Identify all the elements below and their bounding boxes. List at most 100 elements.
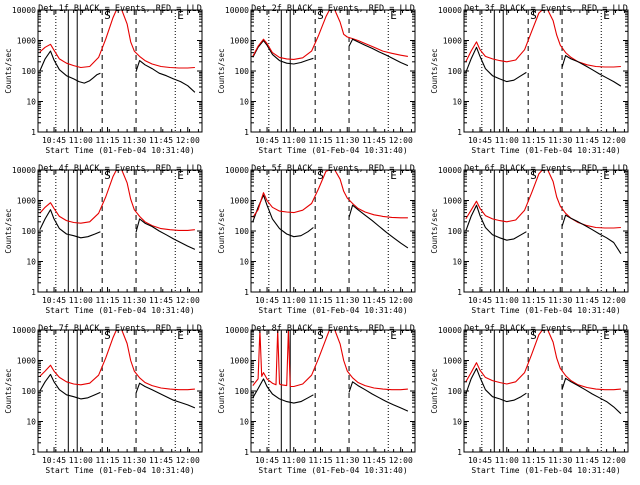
- x-tick-label: 11:45: [149, 296, 173, 305]
- lld-series-line: [465, 330, 621, 391]
- x-tick-label: 11:15: [308, 136, 332, 145]
- x-axis-label: Start Time (01-Feb-04 10:31:40): [258, 466, 407, 475]
- y-tick-label: 100: [448, 387, 463, 396]
- y-tick-label: 10: [26, 258, 36, 267]
- lld-series-line: [39, 170, 195, 231]
- x-tick-label: 11:15: [308, 456, 332, 465]
- chart-title: Det 6f BLACK = Events, RED = LLD: [464, 164, 628, 174]
- y-tick-label: 1000: [230, 37, 249, 46]
- events-series-line: [135, 218, 196, 250]
- plot-frame: [37, 9, 203, 133]
- y-tick-label: 1: [31, 288, 36, 297]
- y-tick-label: 1: [31, 128, 36, 137]
- series-group: [39, 170, 196, 250]
- x-tick-label: 11:00: [282, 456, 306, 465]
- lld-series-line: [252, 330, 408, 391]
- y-tick-label: 100: [448, 67, 463, 76]
- chart-panel: S E 1 10 100 1000 10000 10:45 11:00 11:15 11:30 11:…: [217, 4, 416, 155]
- x-tick-label: 10:45: [468, 296, 492, 305]
- x-tick-label: 11:00: [282, 136, 306, 145]
- x-tick-label: 12:00: [176, 136, 200, 145]
- chart-panel: S E 1 10 100 1000 10000 10:45 11:00 11:15 11:30 11:…: [430, 4, 629, 155]
- x-axis-label: Start Time (01-Feb-04 10:31:40): [45, 306, 194, 315]
- events-series-line: [465, 367, 527, 403]
- x-tick-label: 11:15: [521, 456, 545, 465]
- events-series-line: [135, 382, 196, 409]
- x-tick-label: 10:45: [255, 136, 279, 145]
- events-series-line: [39, 209, 101, 239]
- x-axis-label: Start Time (01-Feb-04 10:31:40): [258, 306, 407, 315]
- x-tick-label: 11:15: [95, 136, 119, 145]
- y-tick-label: 1: [244, 288, 249, 297]
- x-tick-label: 12:00: [389, 136, 413, 145]
- y-tick-label: 1000: [443, 37, 462, 46]
- chart-title: Det 8f BLACK = Events, RED = LLD: [251, 324, 415, 334]
- y-tick-label: 10000: [12, 166, 36, 175]
- chart-panel: S E 1 10 100 1000 10000 10:45 11:00 11:15 11:30 11:…: [4, 4, 203, 155]
- y-tick-label: 1000: [230, 357, 249, 366]
- x-tick-label: 11:45: [575, 296, 599, 305]
- events-series-line: [465, 204, 527, 241]
- x-tick-label: 12:00: [176, 296, 200, 305]
- chart-panel: S E 1 10 100 1000 10000 10:45 11:00 11:15 11:30 11:…: [430, 324, 629, 475]
- x-tick-label: 11:30: [548, 136, 572, 145]
- marker-label: S: [104, 329, 111, 342]
- series-group: [252, 10, 409, 67]
- x-tick-label: 12:00: [389, 456, 413, 465]
- chart-panel: S E 1 10 100 1000 10000 10:45 11:00 11:15 11:30 11:…: [430, 164, 629, 315]
- x-tick-label: 11:15: [95, 296, 119, 305]
- x-tick-label: 11:00: [69, 296, 93, 305]
- y-tick-label: 1000: [17, 357, 36, 366]
- x-tick-label: 11:45: [575, 136, 599, 145]
- x-tick-label: 11:15: [521, 136, 545, 145]
- x-axis-label: Start Time (01-Feb-04 10:31:40): [471, 466, 620, 475]
- y-tick-label: 1000: [230, 197, 249, 206]
- lld-series-line: [465, 10, 621, 68]
- x-axis-label: Start Time (01-Feb-04 10:31:40): [45, 466, 194, 475]
- plot-frame: [250, 329, 416, 453]
- y-tick-label: 10: [239, 258, 249, 267]
- marker-label: E: [390, 9, 397, 22]
- x-tick-label: 11:45: [362, 456, 386, 465]
- x-axis-label: Start Time (01-Feb-04 10:31:40): [45, 146, 194, 155]
- chart-panel: S E 1 10 100 1000 10000 10:45 11:00 11:15 11:30 11:…: [217, 164, 416, 315]
- x-tick-label: 11:00: [69, 136, 93, 145]
- y-axis-label: Counts/sec: [430, 368, 439, 413]
- y-axis-label: Counts/sec: [4, 208, 13, 253]
- marker-label: S: [317, 9, 324, 22]
- chart-title: Det 5f BLACK = Events, RED = LLD: [251, 164, 415, 174]
- x-tick-label: 12:00: [602, 136, 626, 145]
- plot-frame: [463, 329, 629, 453]
- marker-label: E: [390, 329, 397, 342]
- chart-panel: S E 1 10 100 1000 10000 10:45 11:00 11:15 11:30 11:…: [4, 164, 203, 315]
- x-tick-label: 10:45: [42, 296, 66, 305]
- events-series-line: [252, 39, 314, 65]
- x-tick-label: 11:30: [335, 456, 359, 465]
- y-tick-label: 100: [22, 387, 37, 396]
- series-group: [252, 330, 409, 412]
- y-tick-label: 1: [244, 128, 249, 137]
- x-tick-label: 11:45: [362, 296, 386, 305]
- plot-frame: [250, 9, 416, 133]
- y-tick-label: 100: [235, 387, 250, 396]
- x-tick-label: 10:45: [42, 136, 66, 145]
- x-tick-label: 11:00: [282, 296, 306, 305]
- y-tick-label: 10: [26, 418, 36, 427]
- x-tick-label: 11:30: [122, 296, 146, 305]
- y-tick-label: 10: [239, 418, 249, 427]
- y-tick-label: 1: [457, 288, 462, 297]
- x-tick-label: 11:15: [308, 296, 332, 305]
- x-tick-label: 11:30: [335, 296, 359, 305]
- plot-frame: [463, 9, 629, 133]
- y-tick-label: 100: [448, 227, 463, 236]
- series-group: [465, 170, 622, 254]
- x-tick-label: 10:45: [42, 456, 66, 465]
- x-tick-label: 11:30: [548, 456, 572, 465]
- events-series-line: [561, 55, 622, 87]
- marker-label: E: [390, 169, 397, 182]
- events-series-line: [252, 194, 314, 238]
- events-series-line: [561, 214, 622, 254]
- plot-frame: [250, 169, 416, 293]
- y-tick-label: 100: [235, 67, 250, 76]
- y-tick-label: 10: [26, 98, 36, 107]
